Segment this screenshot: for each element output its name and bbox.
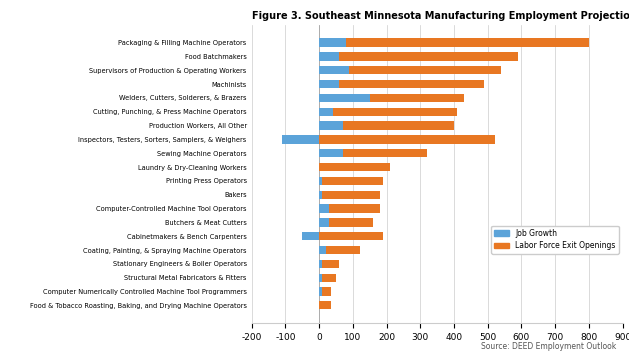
Bar (346, 38, 589, 47)
Bar (319, 191, 323, 199)
Bar (370, 94, 464, 102)
Bar (350, 66, 501, 74)
Bar (343, 149, 427, 157)
Bar (323, 274, 336, 282)
Text: Source: DEED Employment Outlook: Source: DEED Employment Outlook (481, 343, 616, 351)
Bar (319, 52, 339, 61)
Bar (319, 287, 323, 296)
Bar (319, 121, 343, 130)
Bar (319, 80, 339, 88)
Bar (339, 80, 484, 88)
Bar (319, 301, 331, 310)
Bar (302, 232, 319, 240)
Bar (282, 135, 319, 143)
Bar (326, 246, 360, 254)
Bar (319, 218, 329, 226)
Bar (319, 149, 343, 157)
Bar (339, 52, 518, 61)
Bar (323, 287, 331, 296)
Bar (333, 108, 457, 116)
Bar (319, 66, 350, 74)
Bar (319, 38, 346, 47)
Bar (319, 163, 390, 171)
Legend: Job Growth, Labor Force Exit Openings: Job Growth, Labor Force Exit Openings (491, 225, 619, 253)
Bar (329, 204, 380, 213)
Bar (319, 274, 323, 282)
Bar (319, 94, 370, 102)
Bar (323, 191, 380, 199)
Bar (319, 108, 333, 116)
Bar (319, 204, 329, 213)
Bar (329, 218, 373, 226)
Bar (319, 246, 326, 254)
Bar (323, 260, 339, 268)
Text: Figure 3. Southeast Minnesota Manufacturing Employment Projections (2016-2026): Figure 3. Southeast Minnesota Manufactur… (252, 11, 629, 21)
Bar (323, 177, 383, 185)
Bar (319, 232, 383, 240)
Bar (319, 260, 323, 268)
Bar (319, 135, 494, 143)
Bar (343, 121, 454, 130)
Bar (319, 177, 323, 185)
